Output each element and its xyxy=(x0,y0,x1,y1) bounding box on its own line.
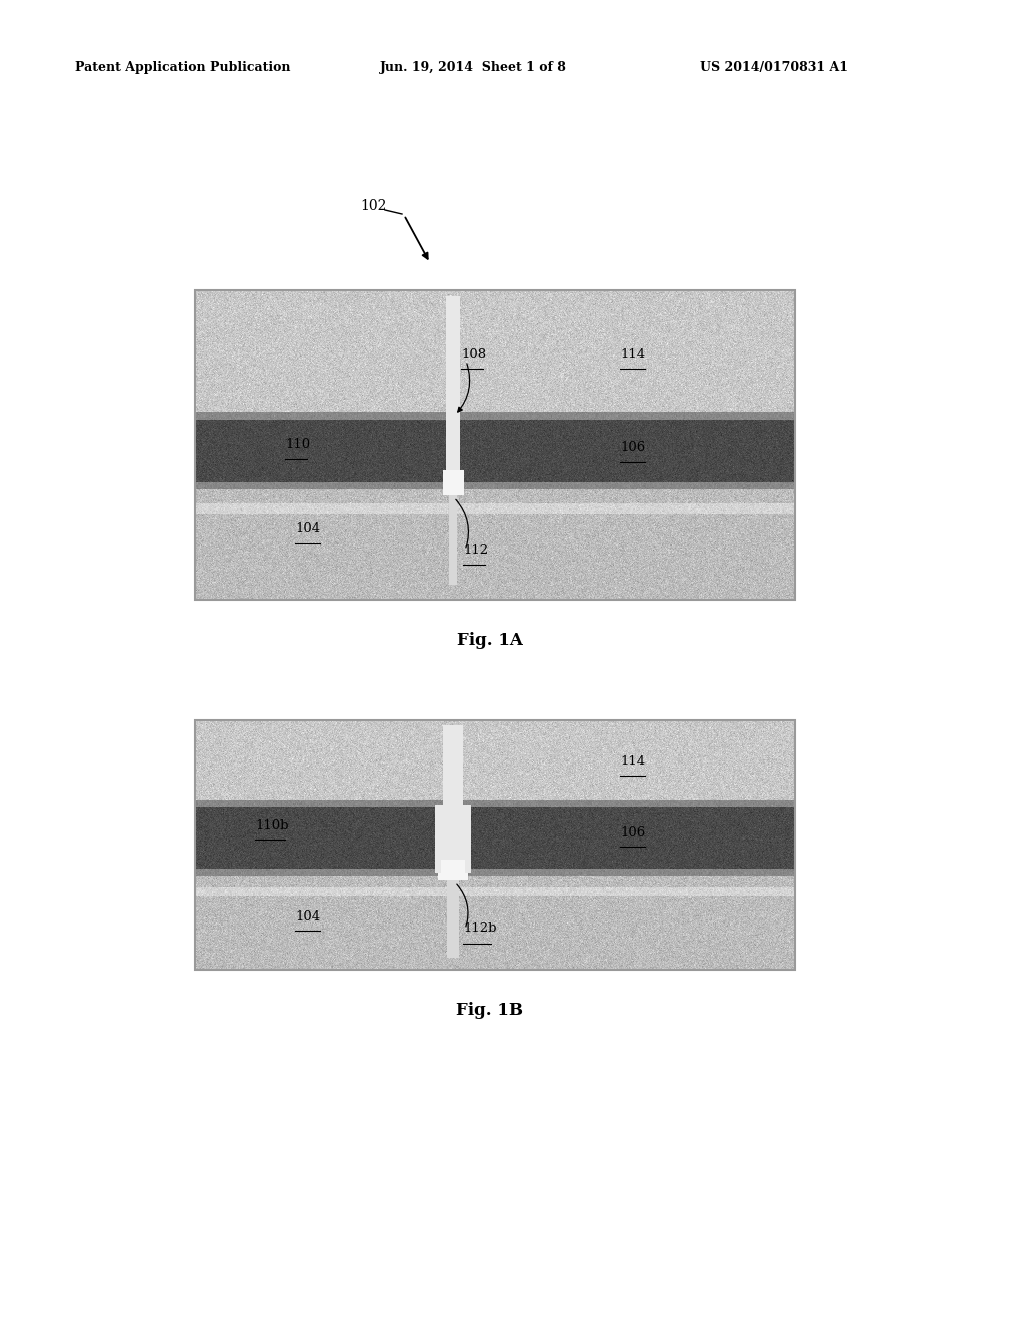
Text: 114: 114 xyxy=(620,755,645,768)
Bar xyxy=(435,805,471,873)
Bar xyxy=(443,725,463,873)
Text: 110b: 110b xyxy=(255,820,289,833)
Text: 104: 104 xyxy=(295,521,321,535)
Text: 106: 106 xyxy=(620,441,645,454)
Text: Fig. 1A: Fig. 1A xyxy=(457,632,523,649)
Text: 110: 110 xyxy=(285,438,310,451)
Bar xyxy=(449,482,457,585)
Text: 112b: 112b xyxy=(463,923,497,936)
Text: 108: 108 xyxy=(461,348,486,362)
Bar xyxy=(447,870,459,957)
Bar xyxy=(446,296,460,486)
Text: Patent Application Publication: Patent Application Publication xyxy=(75,62,291,74)
Text: US 2014/0170831 A1: US 2014/0170831 A1 xyxy=(700,62,848,74)
Text: Jun. 19, 2014  Sheet 1 of 8: Jun. 19, 2014 Sheet 1 of 8 xyxy=(380,62,567,74)
Bar xyxy=(438,861,468,880)
Bar xyxy=(195,290,795,601)
Text: 104: 104 xyxy=(295,909,321,923)
Text: 106: 106 xyxy=(620,825,645,838)
Bar xyxy=(441,861,465,880)
Text: 112: 112 xyxy=(463,544,488,557)
Text: 114: 114 xyxy=(620,348,645,362)
Text: 102: 102 xyxy=(360,199,386,213)
Bar xyxy=(442,470,464,495)
Bar xyxy=(195,719,795,970)
Text: Fig. 1B: Fig. 1B xyxy=(457,1002,523,1019)
